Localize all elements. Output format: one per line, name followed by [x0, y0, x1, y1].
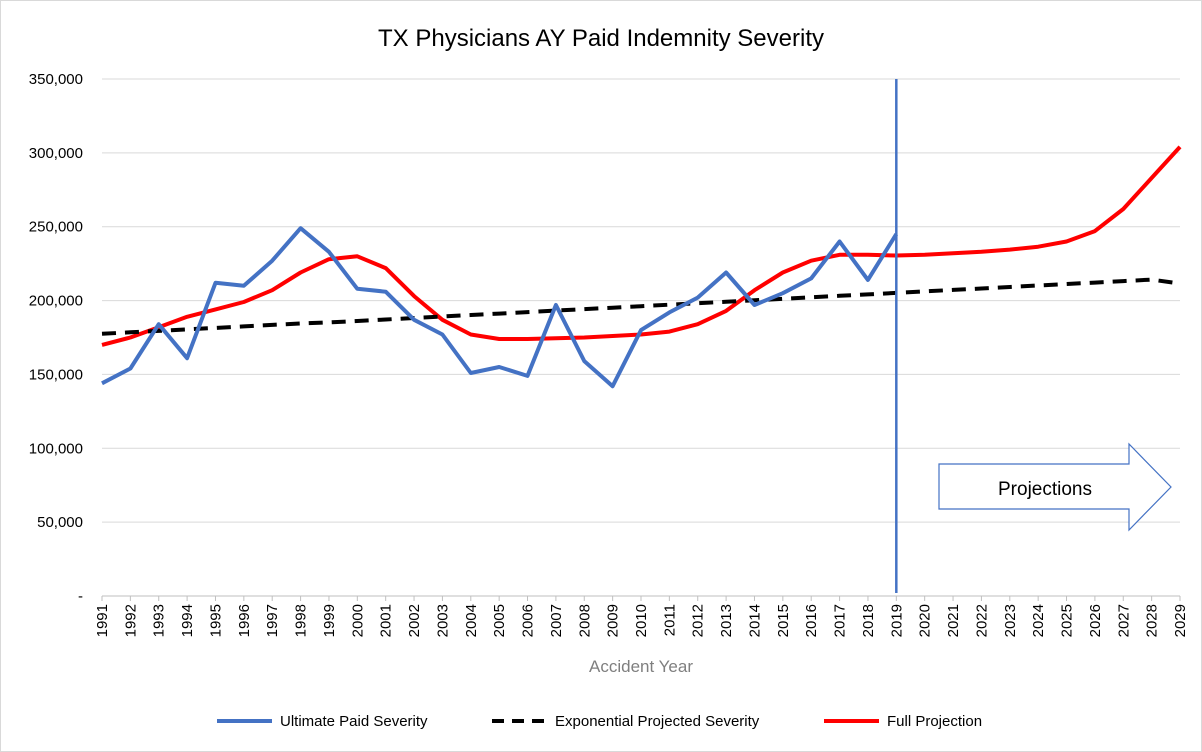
x-tick-label: 2025: [1059, 604, 1076, 637]
x-tick-label: 1999: [321, 604, 338, 637]
series-line-exponential-projected-severity: [101, 277, 1181, 336]
y-axis-ticks: - 50,000 100,000 150,000 200,000 250,000 300,0…: [29, 71, 83, 605]
legend-label: Ultimate Paid Severity: [280, 713, 428, 730]
legend-label: Exponential Projected Severity: [555, 713, 760, 730]
x-tick-label: 1997: [264, 604, 281, 637]
x-tick-label: 2024: [1030, 604, 1047, 637]
x-tick-label: 1995: [207, 604, 224, 637]
x-tick-label: 2001: [378, 604, 395, 637]
x-tick-label: 2005: [491, 604, 508, 637]
x-tick-label: 2008: [576, 604, 593, 637]
x-tick-label: 2003: [434, 604, 451, 637]
arrow-shape: [938, 442, 1172, 532]
x-tick-label: 2014: [746, 604, 763, 637]
legend-label: Full Projection: [887, 713, 982, 730]
x-tick-label: 2002: [406, 604, 423, 637]
x-tick-label: 2007: [548, 604, 565, 637]
x-tick-label: 2021: [945, 604, 962, 637]
x-axis-title: Accident Year: [589, 657, 693, 676]
x-tick-label: 2027: [1115, 604, 1132, 637]
x-tick-label: 2028: [1144, 604, 1161, 637]
x-tick-label: 1992: [122, 604, 139, 637]
x-tick-label: 1994: [179, 604, 196, 637]
y-tick-label: -: [78, 588, 83, 605]
x-tick-label: 2013: [718, 604, 735, 637]
projections-label: Projections: [998, 479, 1092, 500]
chart-title: TX Physicians AY Paid Indemnity Severity: [378, 25, 824, 52]
x-tick-label: 2010: [633, 604, 650, 637]
x-tick-label: 1998: [293, 604, 310, 637]
y-tick-label: 350,000: [29, 71, 83, 88]
x-tick-label: 2009: [605, 604, 622, 637]
y-tick-label: 300,000: [29, 145, 83, 162]
x-axis-ticks: 1991 1992 1993 1994 1995 1996 1997 1998 1999 2000…: [94, 596, 1189, 637]
y-tick-label: 100,000: [29, 440, 83, 457]
x-tick-label: 2023: [1002, 604, 1019, 637]
x-tick-label: 2015: [775, 604, 792, 637]
series-lines: [101, 145, 1182, 389]
x-tick-label: 2026: [1087, 604, 1104, 637]
x-tick-label: 2017: [832, 604, 849, 637]
x-tick-label: 2020: [917, 604, 934, 637]
x-tick-label: 2019: [888, 604, 905, 637]
x-tick-label: 2006: [520, 604, 537, 637]
x-tick-label: 2016: [803, 604, 820, 637]
x-tick-label: 2022: [973, 604, 990, 637]
x-tick-label: 2012: [690, 604, 707, 637]
x-tick-label: 1993: [151, 604, 168, 637]
x-tick-label: 2029: [1172, 604, 1189, 637]
x-tick-label: 2018: [860, 604, 877, 637]
series-line-ultimate-paid-severity: [101, 226, 898, 389]
x-tick-label: 1996: [236, 604, 253, 637]
x-tick-label: 2004: [463, 604, 480, 637]
x-tick-label: 2011: [661, 604, 678, 636]
y-tick-label: 200,000: [29, 293, 83, 310]
y-tick-label: 150,000: [29, 366, 83, 383]
legend: Ultimate Paid Severity Exponential Projec…: [217, 713, 982, 730]
projections-arrow: Projections: [938, 442, 1172, 532]
y-tick-label: 50,000: [37, 514, 83, 531]
y-tick-label: 250,000: [29, 219, 83, 236]
x-tick-label: 1991: [94, 604, 111, 637]
series-line-full-projection: [101, 145, 1182, 347]
x-tick-label: 2000: [349, 604, 366, 637]
gridlines: [102, 78, 1180, 597]
